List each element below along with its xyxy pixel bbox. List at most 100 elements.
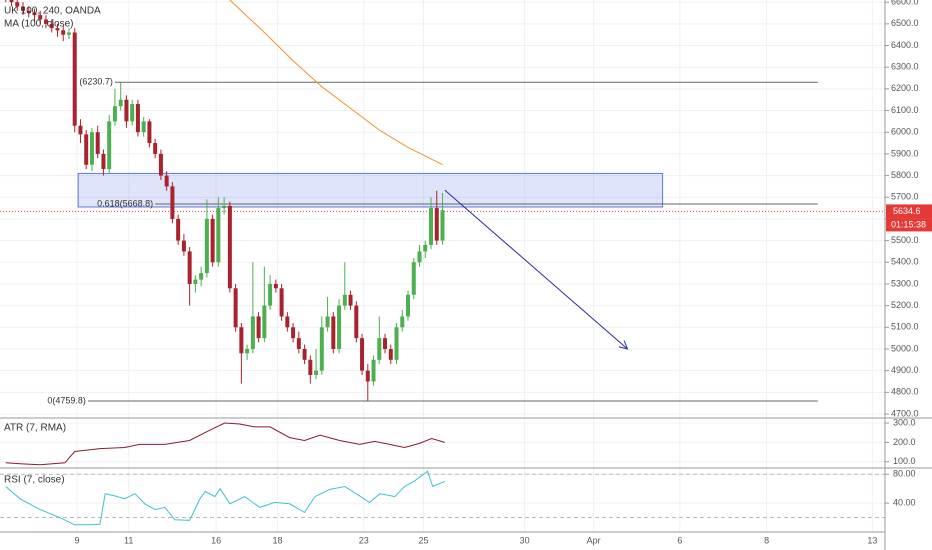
x-tick-label: 13 bbox=[867, 535, 877, 545]
candle-body bbox=[101, 153, 106, 170]
candle-body bbox=[285, 316, 290, 328]
candle-body bbox=[331, 316, 336, 349]
zone bbox=[77, 172, 664, 208]
candle-body bbox=[365, 370, 370, 382]
candle-body bbox=[43, 19, 48, 24]
atr-line bbox=[5, 422, 445, 466]
x-tick-label: 9 bbox=[74, 535, 79, 545]
candle-body bbox=[342, 294, 347, 306]
candle-body bbox=[84, 134, 89, 165]
y-tick-label: 5000.0 bbox=[891, 343, 919, 353]
candle-body bbox=[434, 208, 439, 241]
x-tick-label: 30 bbox=[520, 535, 530, 545]
y-tick-label: 5700.0 bbox=[891, 192, 919, 202]
candle-body bbox=[38, 15, 43, 20]
candle-body bbox=[112, 106, 117, 122]
candle-body bbox=[176, 218, 181, 241]
candle-body bbox=[377, 338, 382, 360]
candle-body bbox=[279, 288, 284, 317]
candle-body bbox=[210, 218, 215, 263]
candle-body bbox=[135, 104, 140, 133]
candle-body bbox=[9, 0, 14, 3]
candle-body bbox=[199, 273, 204, 280]
y-tick-label: 200.0 bbox=[893, 437, 916, 447]
candle-body bbox=[388, 348, 393, 360]
y-tick-label: 100.0 bbox=[893, 456, 916, 466]
y-tick-label: 6500.0 bbox=[891, 18, 919, 28]
y-tick-label: 300.0 bbox=[893, 417, 916, 427]
candle-body bbox=[337, 305, 342, 349]
candle-body bbox=[49, 23, 54, 29]
candle-body bbox=[429, 208, 434, 245]
candle-body bbox=[141, 121, 146, 133]
candle-body bbox=[216, 208, 221, 263]
candle-body bbox=[204, 218, 209, 274]
ma-label: MA (100, close) bbox=[4, 19, 73, 30]
candle-body bbox=[130, 104, 135, 122]
candle-body bbox=[250, 316, 255, 349]
candle-body bbox=[61, 30, 66, 35]
candle-body bbox=[153, 143, 158, 154]
candle-body bbox=[118, 99, 123, 107]
rsi-label: RSI (7, close) bbox=[4, 475, 65, 486]
main-pane: (6230.7) 0.618(5668.8) 0(4759.8) bbox=[0, 0, 885, 526]
y-tick-label: 6200.0 bbox=[891, 83, 919, 93]
candle-body bbox=[78, 125, 83, 135]
y-tick-label: 5500.0 bbox=[891, 235, 919, 245]
atr-label: ATR (7, RMA) bbox=[4, 423, 66, 434]
candle-body bbox=[406, 294, 411, 317]
candle-body bbox=[245, 348, 250, 354]
fib-label: 0(4759.8) bbox=[47, 395, 86, 405]
y-tick-label: 40.00 bbox=[893, 497, 916, 507]
y-tick-label: 5400.0 bbox=[891, 257, 919, 267]
candle-body bbox=[354, 305, 359, 339]
x-tick-label: 16 bbox=[211, 535, 221, 545]
candle-body bbox=[325, 316, 330, 328]
candle-body bbox=[181, 240, 186, 252]
candle-body bbox=[227, 205, 232, 289]
chart-title: UK 100, 240, OANDA bbox=[4, 6, 101, 17]
x-tick-label: 18 bbox=[273, 535, 283, 545]
candle-body bbox=[124, 99, 129, 122]
trend-arrow bbox=[444, 189, 628, 350]
candle-body bbox=[187, 251, 192, 284]
y-tick-label: 4800.0 bbox=[891, 387, 919, 397]
y-tick-label: 5800.0 bbox=[891, 170, 919, 180]
x-tick-label: 25 bbox=[419, 535, 429, 545]
price-axis: 4700.0 4800.0 4900.0 5000.0 5100.0 5200.0 5300… bbox=[884, 0, 932, 550]
candle-body bbox=[193, 279, 198, 284]
candle-body bbox=[262, 305, 267, 339]
candle-body bbox=[314, 370, 319, 375]
candle-body bbox=[417, 251, 422, 263]
candle-body bbox=[32, 13, 37, 16]
last-price-box bbox=[886, 204, 932, 219]
candle-body bbox=[296, 338, 301, 349]
y-tick-label: 5900.0 bbox=[891, 148, 919, 158]
arrow-head bbox=[618, 340, 629, 350]
candle-body bbox=[302, 348, 307, 360]
y-tick-label: 80.00 bbox=[893, 469, 916, 479]
y-tick-label: 6600.0 bbox=[891, 0, 919, 7]
candle-body bbox=[411, 262, 416, 295]
candle-body bbox=[95, 132, 100, 154]
candle-body bbox=[394, 327, 399, 360]
candle-body bbox=[360, 338, 365, 371]
candle-body bbox=[440, 210, 445, 241]
candle-body bbox=[319, 327, 324, 371]
candle-body bbox=[383, 338, 388, 349]
candle-body bbox=[107, 121, 112, 170]
candle-body bbox=[158, 153, 163, 176]
countdown-label: 01:15:38 bbox=[891, 219, 926, 229]
candle-body bbox=[291, 327, 296, 339]
x-tick-label: 23 bbox=[359, 535, 369, 545]
candle-body bbox=[170, 186, 175, 219]
candle-body bbox=[147, 121, 152, 144]
candle-body bbox=[164, 175, 169, 187]
fib-label: (6230.7) bbox=[79, 77, 113, 87]
axis-background bbox=[885, 0, 932, 550]
moving-average bbox=[229, 0, 443, 166]
y-tick-label: 6000.0 bbox=[891, 127, 919, 137]
candle-body bbox=[423, 244, 428, 252]
y-tick-label: 6100.0 bbox=[891, 105, 919, 115]
